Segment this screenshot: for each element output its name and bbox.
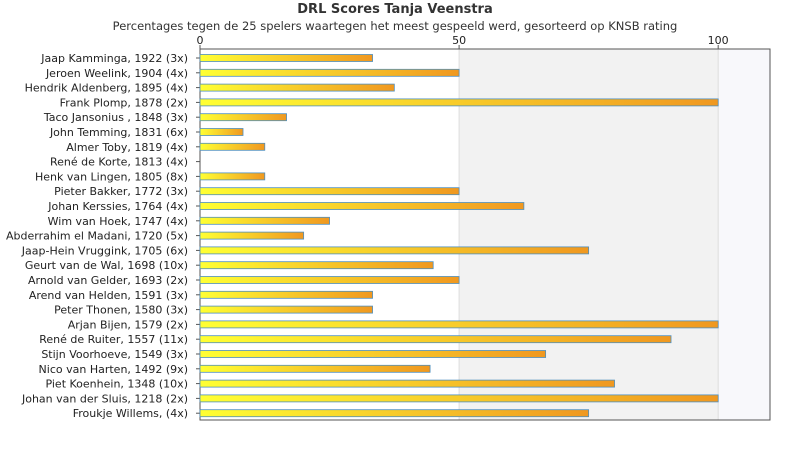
category-label: Piet Koenhein, 1348 (10x) — [45, 378, 188, 391]
category-label: Arnold van Gelder, 1693 (2x) — [28, 274, 188, 287]
bar — [199, 142, 266, 151]
category-label: René de Korte, 1813 (4x) — [50, 156, 188, 169]
bar — [199, 246, 590, 255]
category-label: Pieter Bakker, 1772 (3x) — [54, 185, 188, 198]
bar — [199, 335, 672, 344]
bar — [199, 409, 590, 418]
category-label: René de Ruiter, 1557 (11x) — [39, 333, 188, 346]
category-label: Peter Thonen, 1580 (3x) — [54, 304, 188, 317]
bar — [199, 231, 305, 240]
category-label: John Temming, 1831 (6x) — [49, 126, 188, 139]
category-label: Jaap-Hein Vruggink, 1705 (6x) — [21, 244, 188, 257]
category-label: Arjan Bijen, 1579 (2x) — [68, 318, 188, 331]
category-label: Jeroen Weelink, 1904 (4x) — [45, 67, 188, 80]
bar — [199, 379, 615, 388]
chart-title: DRL Scores Tanja Veenstra — [297, 2, 493, 17]
bar — [199, 172, 266, 181]
category-label: Abderrahim el Madani, 1720 (5x) — [6, 230, 188, 243]
category-label: Hendrik Aldenberg, 1895 (4x) — [25, 82, 188, 95]
category-label: Jaap Kamminga, 1922 (3x) — [40, 52, 188, 65]
x-tick-label: 0 — [197, 34, 204, 47]
bar — [199, 128, 244, 136]
x-tick-label: 50 — [452, 34, 466, 47]
bar — [199, 261, 434, 270]
category-label: Wim van Hoek, 1747 (4x) — [48, 215, 188, 228]
category-label: Johan van der Sluis, 1218 (2x) — [21, 392, 188, 405]
category-label: Johan Kerssies, 1764 (4x) — [47, 200, 188, 213]
chart-subtitle: Percentages tegen de 25 spelers waartege… — [112, 19, 678, 33]
x-axis-ticks: 0 50 100 — [197, 34, 729, 49]
bar — [199, 320, 719, 329]
bar — [199, 350, 547, 358]
background-band — [459, 49, 719, 420]
bar — [199, 54, 373, 62]
category-label: Arend van Helden, 1591 (3x) — [29, 289, 188, 302]
bar — [199, 394, 719, 403]
bars — [199, 54, 719, 418]
category-label: Henk van Lingen, 1805 (8x) — [35, 170, 188, 183]
bar — [199, 113, 287, 122]
bar — [199, 98, 719, 107]
category-label: Nico van Harten, 1492 (9x) — [39, 363, 188, 376]
bar — [199, 364, 431, 373]
bar — [199, 276, 460, 284]
bar — [199, 68, 460, 77]
bar — [199, 305, 373, 314]
bar — [199, 216, 330, 225]
category-label: Geurt van de Wal, 1698 (10x) — [25, 259, 188, 272]
category-label: Almer Toby, 1819 (4x) — [66, 141, 188, 154]
category-label: Stijn Voorhoeve, 1549 (3x) — [41, 348, 188, 361]
bar — [199, 187, 460, 196]
bar — [199, 290, 373, 299]
category-label: Froukje Willems, (4x) — [73, 407, 188, 420]
background-band — [718, 49, 770, 420]
category-label: Taco Jansonius , 1848 (3x) — [43, 111, 188, 124]
x-tick-label: 100 — [708, 34, 729, 47]
background-bands — [200, 49, 770, 420]
category-label: Frank Plomp, 1878 (2x) — [60, 96, 188, 109]
bar — [199, 83, 395, 92]
category-labels: Jaap Kamminga, 1922 (3x) Jeroen Weelink, … — [6, 52, 200, 420]
bar — [199, 202, 525, 210]
